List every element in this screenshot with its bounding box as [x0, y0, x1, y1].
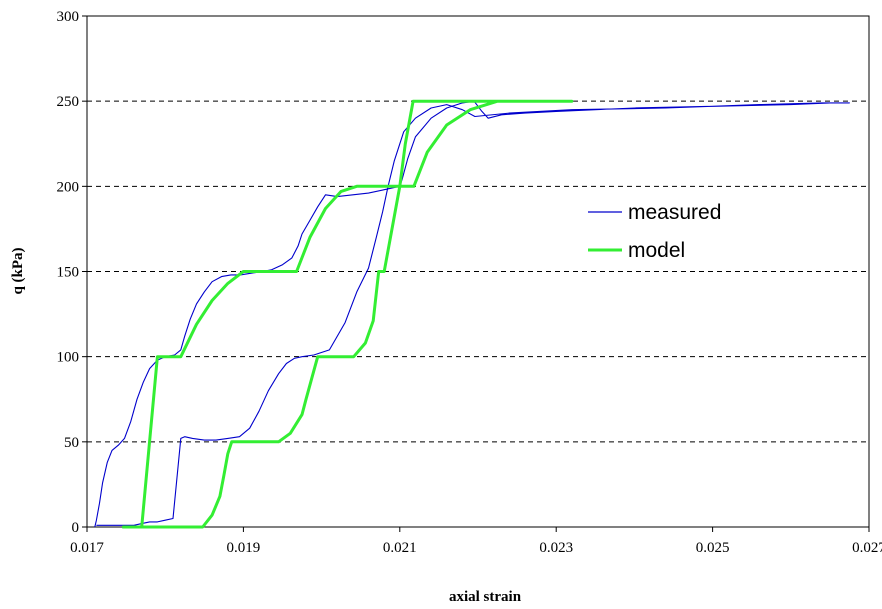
y-tick-label: 200: [57, 179, 80, 195]
x-tick-label: 0.023: [539, 540, 573, 556]
x-tick-label: 0.025: [696, 540, 730, 556]
x-tick-label: 0.019: [227, 540, 261, 556]
y-tick-label: 0: [72, 520, 80, 536]
legend-label-model: model: [628, 239, 685, 262]
grid-lines: [87, 100, 869, 443]
axis-ticks: 0 50 100 150 200 250 300 0.017 0.019 0.021 0.023 0.…: [57, 9, 882, 556]
y-tick-label: 100: [57, 350, 80, 366]
y-tick-label: 300: [57, 9, 80, 25]
x-tick-label: 0.021: [383, 540, 417, 556]
y-tick-label: 150: [57, 265, 80, 281]
x-tick-label: 0.017: [70, 540, 104, 556]
legend-label-measured: measured: [628, 201, 721, 224]
y-axis-title: q (kPa): [10, 247, 26, 294]
y-tick-label: 50: [64, 435, 79, 451]
series-line-measured: [94, 100, 850, 528]
series-line-model: [122, 99, 574, 529]
series-lines: [94, 99, 850, 529]
x-tick-label: 0.027: [852, 540, 882, 556]
legend: measured model: [588, 201, 721, 262]
x-axis-title: axial strain: [449, 589, 522, 605]
y-tick-label: 250: [57, 94, 80, 110]
